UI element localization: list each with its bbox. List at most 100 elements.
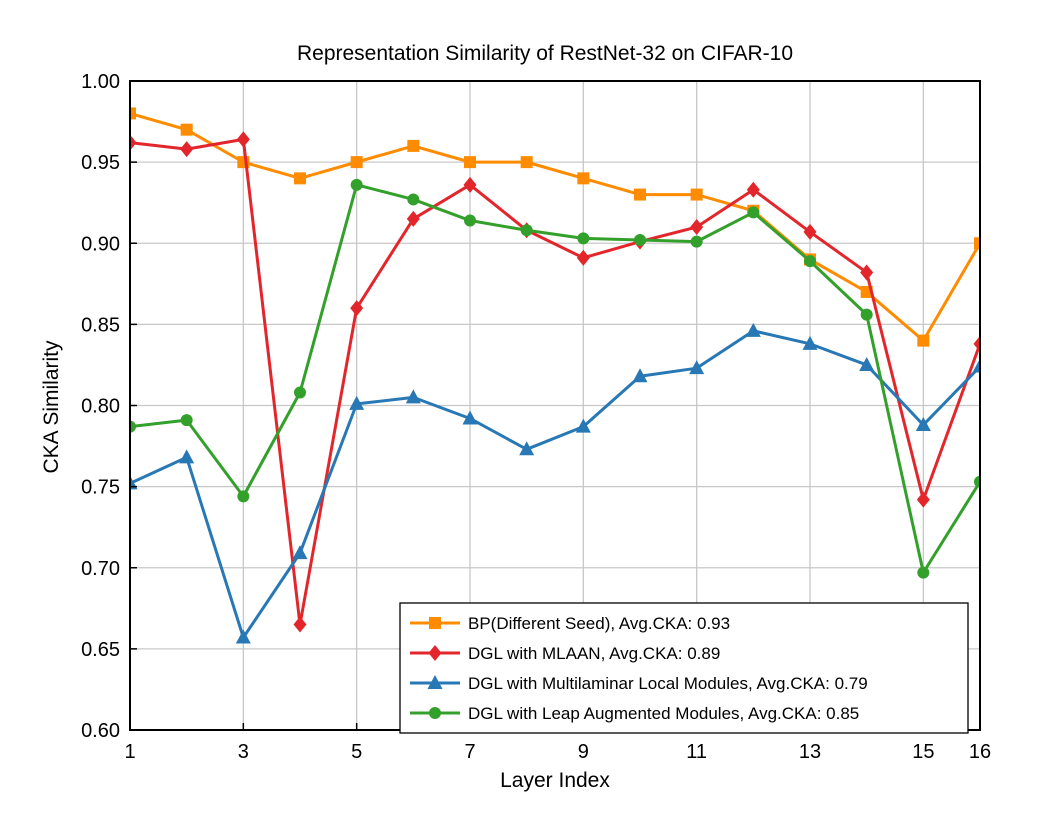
data-point bbox=[462, 410, 478, 425]
data-point bbox=[294, 386, 306, 399]
data-point bbox=[464, 156, 476, 169]
legend-box bbox=[399, 602, 969, 734]
x-tick-label: 9 bbox=[578, 741, 589, 763]
series-line bbox=[130, 112, 980, 343]
data-point bbox=[519, 441, 535, 456]
y-tick-label: 1.00 bbox=[81, 71, 120, 93]
data-point bbox=[915, 416, 931, 431]
data-point bbox=[860, 264, 874, 281]
series-4 bbox=[130, 178, 980, 579]
data-point bbox=[235, 629, 251, 644]
data-point bbox=[577, 172, 590, 185]
data-point bbox=[916, 491, 930, 508]
legend-marker bbox=[428, 645, 442, 661]
x-tick-label: 1 bbox=[124, 741, 135, 763]
data-point bbox=[972, 358, 980, 373]
data-point bbox=[690, 188, 703, 201]
data-point bbox=[463, 176, 477, 193]
y-tick-label: 0.95 bbox=[81, 152, 120, 174]
data-point bbox=[634, 188, 646, 201]
x-tick-label: 7 bbox=[464, 741, 475, 763]
legend-label: BP(Different Seed), Avg.CKA: 0.93 bbox=[468, 614, 730, 633]
data-point bbox=[236, 131, 250, 148]
data-point bbox=[130, 107, 136, 120]
legend: BP(Different Seed), Avg.CKA: 0.93 DGL wit… bbox=[399, 602, 969, 734]
data-point bbox=[350, 178, 363, 191]
data-point bbox=[917, 334, 930, 347]
x-axis-label: Layer Index bbox=[500, 769, 610, 792]
series-3 bbox=[130, 322, 980, 644]
data-point bbox=[180, 414, 193, 427]
data-point bbox=[802, 335, 818, 350]
data-point bbox=[130, 134, 137, 151]
legend-label: DGL with Leap Augmented Modules, Avg.CKA… bbox=[468, 704, 859, 723]
data-point bbox=[634, 234, 646, 247]
plot-area bbox=[130, 107, 980, 644]
data-point bbox=[747, 206, 760, 219]
data-point bbox=[632, 368, 648, 383]
data-point bbox=[689, 360, 705, 375]
legend-marker bbox=[429, 617, 441, 629]
legend-label: DGL with Multilaminar Local Modules, Avg… bbox=[468, 674, 868, 693]
data-point bbox=[350, 300, 364, 317]
data-point bbox=[406, 210, 420, 227]
axes: 1 3 5 7 9 11 13 15 160.600.650.700.750.800.850.9… bbox=[81, 71, 991, 763]
x-tick-label: 13 bbox=[799, 741, 821, 763]
data-point bbox=[804, 255, 816, 268]
data-point bbox=[294, 172, 306, 185]
legend-marker bbox=[429, 707, 441, 719]
data-point bbox=[974, 475, 980, 488]
chart-title: Representation Similarity of RestNet-32 … bbox=[297, 42, 793, 65]
data-point bbox=[293, 616, 307, 633]
data-point bbox=[180, 141, 194, 158]
data-point bbox=[917, 566, 930, 579]
data-point bbox=[746, 181, 760, 198]
y-tick-label: 0.90 bbox=[81, 233, 120, 255]
data-point bbox=[349, 395, 365, 410]
y-tick-label: 0.65 bbox=[81, 639, 120, 661]
data-point bbox=[292, 545, 308, 560]
x-tick-label: 3 bbox=[238, 741, 249, 763]
data-point bbox=[407, 139, 420, 152]
data-point bbox=[690, 235, 703, 248]
data-point bbox=[859, 356, 875, 371]
series-2 bbox=[130, 131, 980, 633]
data-point bbox=[577, 232, 590, 245]
legend-item: DGL with Multilaminar Local Modules, Avg… bbox=[410, 674, 868, 693]
data-point bbox=[803, 223, 817, 240]
y-tick-label: 0.80 bbox=[81, 396, 120, 418]
data-point bbox=[520, 224, 533, 237]
y-axis-label: CKA Similarity bbox=[40, 340, 63, 474]
data-point bbox=[860, 308, 873, 321]
legend-label: DGL with MLAAN, Avg.CKA: 0.89 bbox=[468, 644, 720, 663]
series-line bbox=[130, 183, 980, 575]
y-tick-label: 0.70 bbox=[81, 558, 120, 580]
data-point bbox=[130, 420, 136, 433]
series-line bbox=[130, 137, 980, 627]
data-point bbox=[974, 237, 980, 250]
data-point bbox=[575, 418, 591, 433]
series-line bbox=[130, 329, 980, 640]
data-point bbox=[179, 449, 195, 464]
data-point bbox=[464, 214, 476, 227]
y-tick-label: 0.60 bbox=[81, 720, 120, 742]
y-tick-label: 0.85 bbox=[81, 314, 120, 336]
data-point bbox=[405, 389, 421, 404]
data-point bbox=[690, 219, 704, 236]
data-point bbox=[745, 322, 761, 337]
data-point bbox=[520, 156, 533, 169]
legend-marker bbox=[427, 675, 443, 689]
series-layer bbox=[130, 107, 980, 644]
data-point bbox=[180, 123, 193, 136]
y-tick-label: 0.75 bbox=[81, 477, 120, 499]
data-point bbox=[576, 249, 590, 266]
data-point bbox=[350, 156, 363, 169]
data-point bbox=[407, 193, 420, 206]
data-point bbox=[973, 335, 980, 352]
x-tick-label: 15 bbox=[912, 741, 934, 763]
legend-item: DGL with MLAAN, Avg.CKA: 0.89 bbox=[410, 644, 720, 663]
x-tick-label: 11 bbox=[686, 741, 707, 763]
legend-item: BP(Different Seed), Avg.CKA: 0.93 bbox=[410, 614, 730, 633]
x-tick-label: 16 bbox=[969, 741, 991, 763]
